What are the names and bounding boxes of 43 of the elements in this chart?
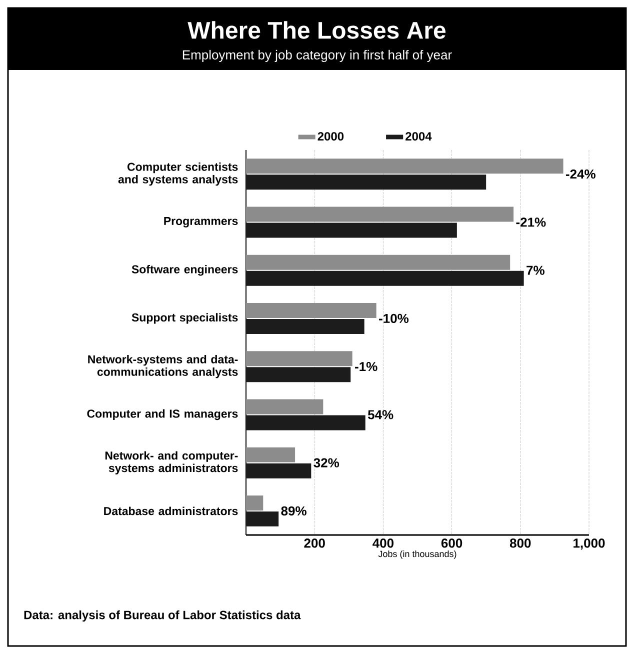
bar bbox=[246, 206, 514, 222]
y-tick-label: Network- and computer-systems administrators bbox=[105, 451, 238, 474]
legend-label: 2000 bbox=[318, 132, 344, 141]
x-tick-label: 1,000 bbox=[574, 538, 605, 550]
annotation: -24% bbox=[566, 169, 596, 179]
y-tick-label: Computer scientists and systems analysts bbox=[118, 162, 238, 186]
y-tick-label: Programmers bbox=[164, 217, 238, 228]
bar bbox=[246, 511, 279, 526]
y-tick-label: Support specialists bbox=[132, 313, 238, 324]
bar bbox=[246, 318, 364, 334]
y-tick-label: Software engineers bbox=[132, 264, 238, 276]
bar bbox=[246, 254, 510, 270]
x-axis-title: Jobs (in thousands) bbox=[378, 550, 456, 559]
bar bbox=[246, 399, 324, 414]
y-tick-label: Computer and IS managers bbox=[87, 409, 238, 420]
x-tick-label: 600 bbox=[441, 538, 462, 548]
annotation: 89% bbox=[281, 506, 306, 516]
annotation: 32% bbox=[314, 458, 340, 468]
y-tick-label: Database administrators bbox=[104, 506, 238, 516]
bar bbox=[246, 302, 376, 318]
bar bbox=[246, 351, 352, 366]
bar bbox=[246, 463, 312, 478]
text: Data: analysis of Bureau of Labor Statistics data bbox=[24, 610, 301, 622]
x-tick-label: 200 bbox=[304, 538, 325, 548]
legend-label: 2004 bbox=[406, 132, 432, 141]
annotation: 7% bbox=[526, 266, 544, 275]
bar bbox=[246, 222, 457, 238]
annotation: 54% bbox=[368, 410, 394, 420]
bar bbox=[246, 158, 564, 174]
bar bbox=[246, 270, 524, 286]
x-tick-label: 800 bbox=[510, 538, 531, 548]
x-tick-label: 400 bbox=[372, 538, 394, 548]
bar bbox=[246, 495, 264, 510]
bar bbox=[246, 415, 366, 430]
annotation: -1% bbox=[355, 362, 378, 372]
annotation: -10% bbox=[379, 314, 409, 324]
y-tick-label: Network-systems and data-communications analysts bbox=[88, 354, 238, 378]
bar bbox=[246, 447, 296, 462]
chart-title: Where The Losses Are bbox=[188, 21, 446, 39]
bar bbox=[246, 174, 486, 190]
bar bbox=[246, 367, 351, 382]
annotation: -21% bbox=[516, 218, 546, 227]
chart-subtitle: Employment by job category in first half of year bbox=[182, 50, 452, 62]
